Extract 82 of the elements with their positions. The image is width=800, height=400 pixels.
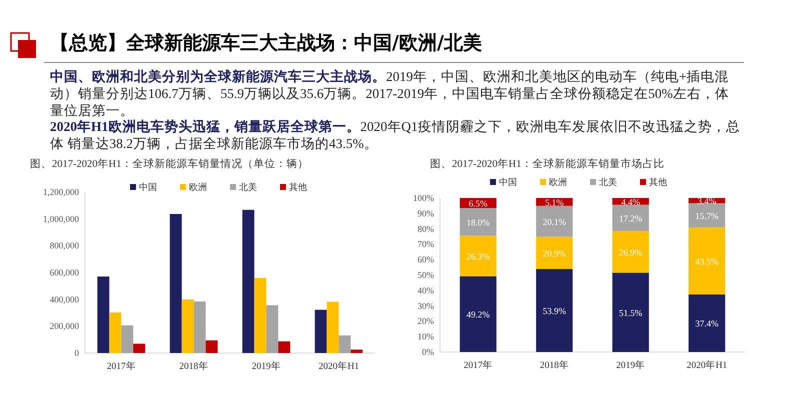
y-tick-label: 0 — [74, 348, 80, 358]
data-label: 43.5% — [695, 256, 719, 266]
text: 中国、欧洲和北美分别为全球新能源汽车三大主战场。 — [50, 69, 386, 84]
data-label: 26.3% — [466, 251, 490, 262]
legend-label: 北美 — [239, 182, 257, 192]
x-tick-label: 2018年 — [540, 359, 569, 371]
bar — [612, 231, 649, 273]
x-tick-label: 2019年 — [252, 360, 281, 372]
bar — [182, 299, 194, 353]
bar — [121, 325, 134, 353]
bar — [206, 340, 218, 353]
data-label: 6.5% — [468, 198, 488, 209]
bar — [194, 301, 206, 353]
text: 【总览】全球新能源车三大主战场：中国/欧洲/北美 — [50, 31, 482, 56]
bar — [326, 302, 339, 353]
y-tick-label: 20% — [418, 316, 434, 326]
legend-label: 中国 — [139, 182, 157, 192]
legend-label: 其他 — [649, 177, 667, 187]
bar — [460, 208, 496, 236]
bar — [97, 276, 110, 353]
y-tick-label: 80% — [418, 224, 434, 234]
bar — [266, 305, 278, 353]
bar — [612, 272, 649, 352]
y-tick-label: 30% — [418, 300, 434, 311]
data-label: 53.9% — [542, 306, 566, 316]
text: 2020年H1欧洲电车势头迅猛，销量跃居全球第一。 — [50, 119, 360, 134]
legend-label: 欧洲 — [189, 182, 207, 192]
y-tick-label: 800,000 — [50, 240, 80, 251]
bar — [536, 268, 573, 352]
x-tick-label: 2017年 — [106, 360, 136, 372]
y-tick-label: 100% — [413, 193, 434, 203]
x-tick-label: 2020年H1 — [318, 360, 360, 372]
bar — [536, 206, 573, 237]
y-tick-label: 0% — [422, 347, 434, 357]
bar — [314, 310, 327, 353]
data-label: 37.4% — [695, 318, 719, 329]
legend-label: 欧洲 — [549, 177, 567, 187]
bar — [688, 294, 726, 352]
bar — [688, 203, 726, 228]
y-tick-label: 40% — [418, 285, 434, 296]
bar — [536, 236, 573, 269]
y-tick-label: 1,200,000 — [43, 187, 80, 197]
data-label: 49.2% — [466, 310, 490, 320]
legend-label: 北美 — [599, 177, 617, 187]
y-tick-label: 1,000,000 — [43, 214, 80, 224]
bar — [242, 210, 254, 353]
data-label: 4.4% — [621, 196, 640, 207]
y-tick-label: 50% — [418, 270, 434, 280]
bar — [688, 227, 726, 294]
x-tick-label: 2020年H1 — [686, 359, 728, 371]
bar — [278, 341, 290, 353]
x-tick-label: 2019年 — [616, 359, 646, 371]
data-label: 26.9% — [619, 247, 643, 258]
data-label: 20.9% — [542, 248, 566, 258]
legend-label: 其他 — [289, 182, 307, 192]
y-tick-label: 400,000 — [50, 294, 80, 304]
y-tick-label: 70% — [418, 239, 434, 250]
bar — [350, 350, 363, 353]
x-tick-label: 2018年 — [179, 360, 208, 372]
data-label: 51.5% — [619, 308, 643, 318]
x-tick-label: 2017年 — [464, 359, 493, 371]
y-tick-label: 200,000 — [50, 321, 80, 332]
data-label: 20.1% — [542, 216, 566, 227]
bar — [460, 236, 496, 276]
y-tick-label: 90% — [418, 208, 434, 218]
bar — [170, 214, 182, 353]
data-label: 5.1% — [545, 197, 564, 208]
bar — [109, 312, 122, 353]
y-tick-label: 60% — [418, 254, 434, 265]
chart-title: 图、2017-2020年H1：全球新能源车销量市场占比 — [430, 157, 664, 171]
bar — [338, 335, 351, 353]
bar — [133, 344, 146, 353]
legend-label: 中国 — [499, 177, 517, 187]
chart-title: 图、2017-2020年H1：全球新能源车销量情况（单位：辆） — [30, 157, 308, 171]
data-label: 18.0% — [466, 217, 490, 228]
bar — [254, 278, 266, 353]
y-tick-label: 600,000 — [50, 268, 80, 278]
y-tick-label: 10% — [418, 332, 434, 342]
bar — [612, 204, 649, 232]
bar — [460, 276, 496, 352]
data-label: 15.7% — [695, 210, 719, 221]
data-label: 17.2% — [619, 214, 643, 224]
